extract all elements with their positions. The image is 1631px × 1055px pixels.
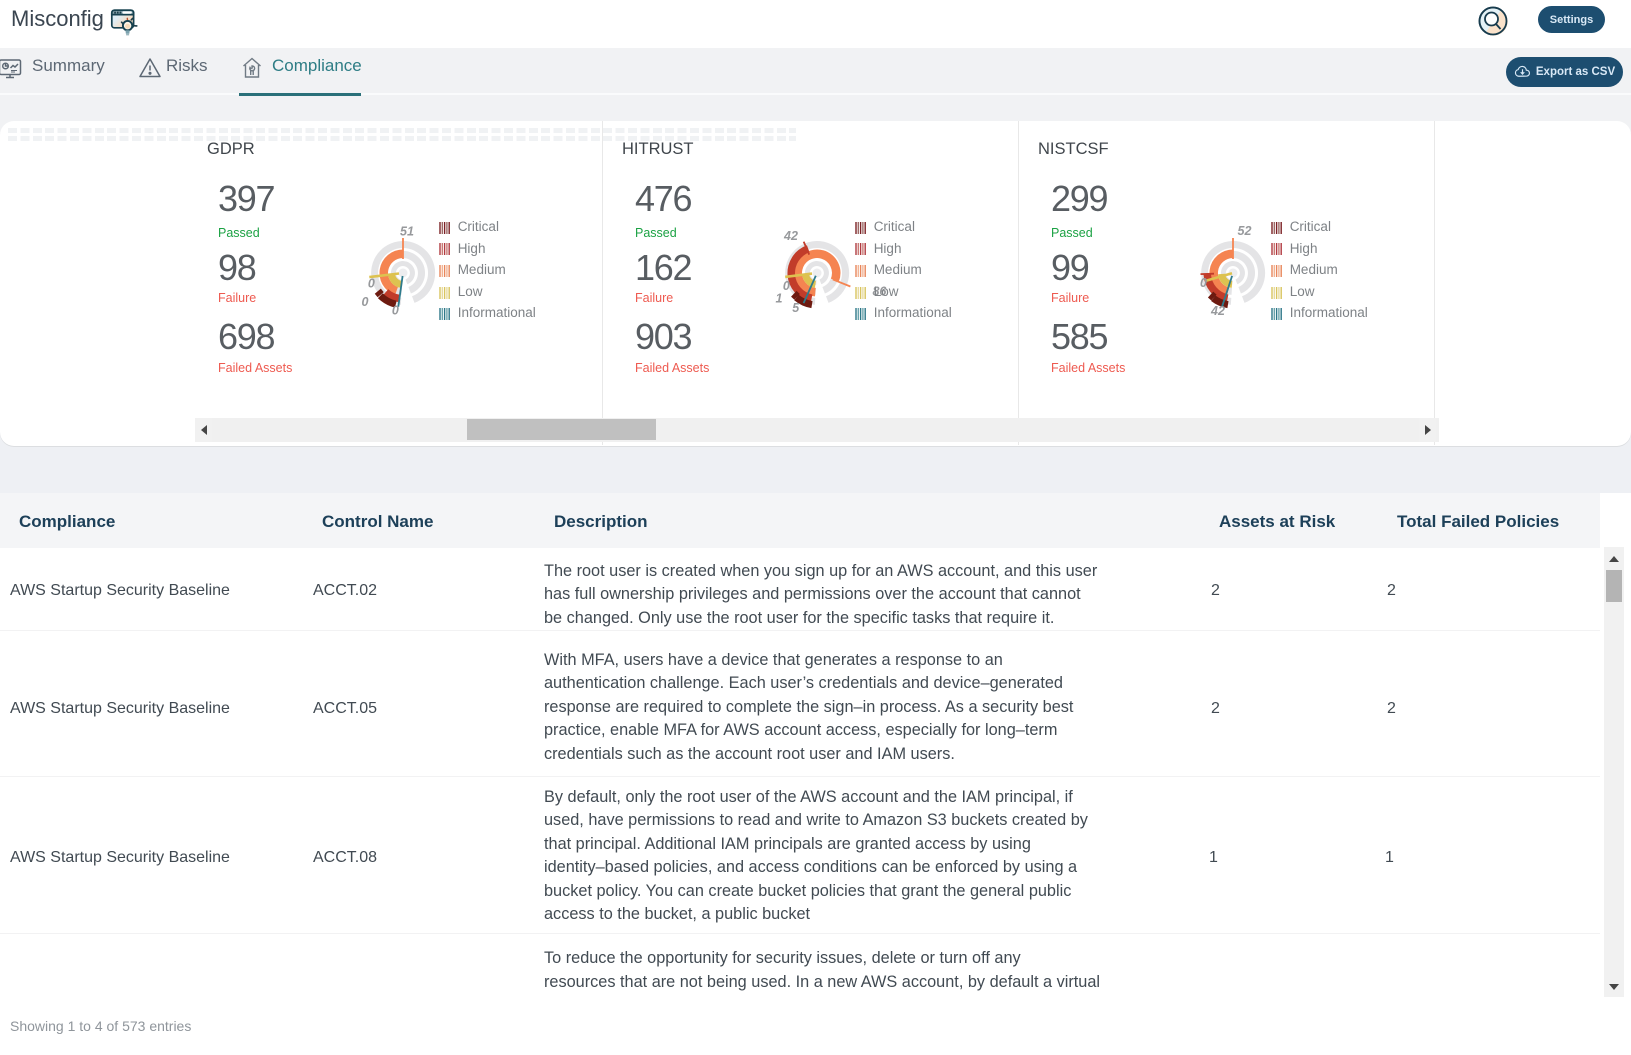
svg-text:51: 51 (400, 225, 414, 239)
svg-text:5: 5 (792, 301, 800, 315)
svg-text:52: 52 (1238, 224, 1252, 238)
svg-text:0: 0 (783, 279, 790, 293)
svg-text:42: 42 (1210, 304, 1225, 318)
svg-text:42: 42 (783, 229, 798, 243)
svg-text:86: 86 (872, 285, 887, 299)
svg-text:0: 0 (1200, 276, 1207, 290)
svg-text:0: 0 (392, 304, 399, 318)
svg-text:0: 0 (362, 295, 369, 309)
svg-text:0: 0 (368, 277, 375, 291)
svg-text:1: 1 (776, 292, 783, 306)
